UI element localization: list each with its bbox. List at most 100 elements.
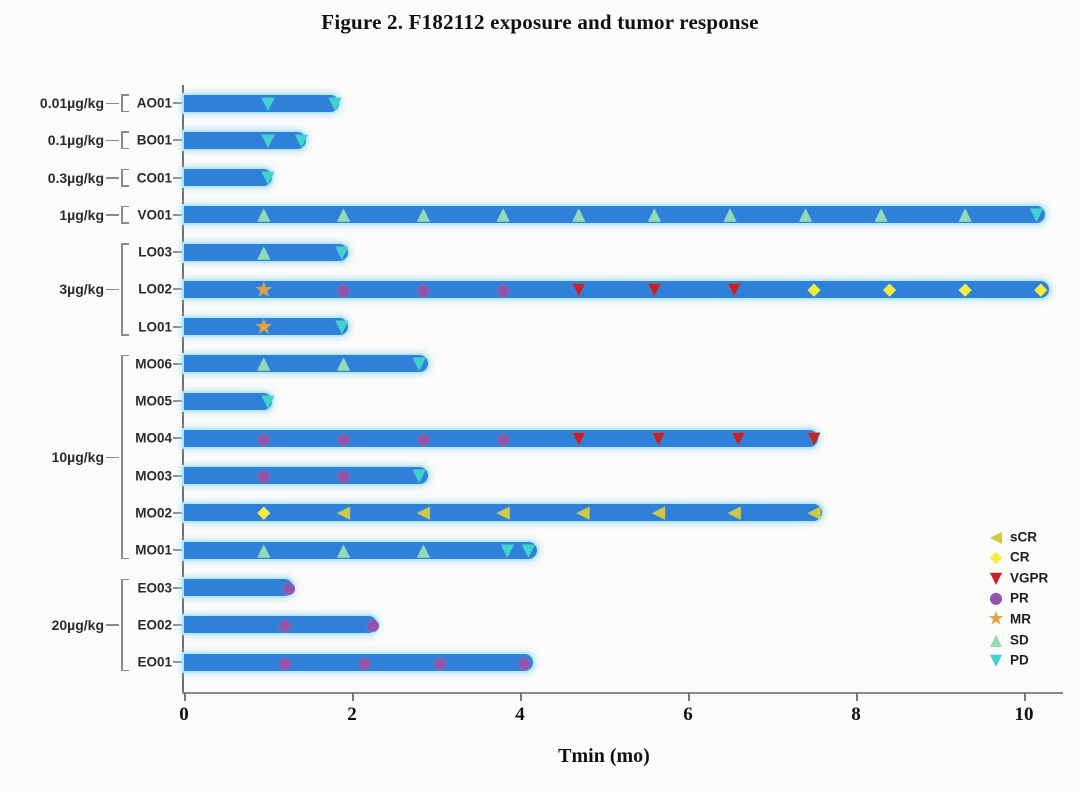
legend-scr-marker-icon: ◀	[989, 526, 1003, 546]
swimmer-bar-vo01	[184, 206, 1045, 224]
legend-cr-marker-icon: ◆	[989, 547, 1003, 567]
x-axis-tick-label: 8	[851, 704, 861, 725]
dose-bracket-arm-bottom	[121, 669, 129, 672]
x-axis-tick	[184, 692, 186, 701]
row-axis-tick	[173, 325, 182, 328]
dose-label-3gkg: 3µg/kg	[59, 281, 104, 298]
x-axis-tick	[688, 692, 690, 701]
x-axis-line	[182, 692, 1063, 694]
swimmer-bar-bo01	[184, 131, 306, 149]
dose-bracket	[121, 205, 123, 224]
dose-bracket-arm-top	[121, 578, 129, 580]
x-axis-tick-label: 2	[347, 704, 357, 725]
x-axis-tick	[1024, 692, 1026, 701]
legend-entry-mr: ★ MR	[987, 608, 1076, 629]
row-axis-tick	[173, 549, 182, 552]
row-axis-tick	[173, 661, 182, 664]
dose-bracket	[121, 168, 123, 187]
dose-bracket-dash	[106, 456, 119, 459]
dose-label-03gkg: 0.3µg/kg	[47, 169, 104, 186]
swimmer-bar-co01	[184, 169, 273, 187]
swimmer-bar-mo03	[184, 467, 428, 485]
legend-pd-marker-icon: ▼	[989, 650, 1003, 670]
row-axis-tick	[173, 474, 182, 477]
patient-label-eo03: EO03	[137, 580, 172, 595]
legend-label-vgpr: VGPR	[1010, 570, 1049, 586]
legend-label-pr: PR	[1010, 590, 1029, 606]
legend-label-pd: PD	[1010, 652, 1029, 668]
dose-bracket-arm-bottom	[121, 110, 129, 112]
row-axis-tick	[173, 400, 182, 403]
dose-bracket-dash	[106, 177, 119, 179]
dose-bracket-dash	[106, 624, 119, 626]
row-axis-tick	[173, 586, 182, 589]
legend-entry-vgpr: ▼ VGPR	[990, 567, 1076, 588]
patient-label-lo02: LO02	[138, 281, 172, 297]
dose-bracket-arm-bottom	[121, 147, 129, 150]
legend-label-scr: sCR	[1010, 529, 1038, 544]
patient-label-bo01: BO01	[136, 132, 172, 148]
swimmer-bar-ao01	[184, 94, 340, 112]
patient-label-ao01: AO01	[136, 95, 172, 111]
swimmer-bar-mo02	[184, 504, 823, 522]
swimmer-bar-eo02	[184, 616, 378, 634]
row-axis-tick	[173, 251, 182, 254]
dose-bracket	[121, 131, 123, 150]
dose-bracket-arm-bottom	[121, 222, 129, 224]
row-axis-tick	[173, 139, 182, 142]
legend-vgpr-marker-icon: ▼	[989, 567, 1003, 587]
dose-bracket-dash	[106, 288, 119, 291]
swimmer-bar-eo03	[184, 579, 294, 596]
dose-bracket-arm-top	[121, 168, 129, 171]
swimmer-bar-lo02	[184, 280, 1050, 298]
patient-label-vo01: VO01	[137, 207, 172, 223]
dose-bracket	[121, 243, 123, 336]
dose-bracket-arm-top	[121, 131, 129, 133]
dose-label-1gkg: 1µg/kg	[59, 206, 104, 223]
swimmer-bar-lo01	[184, 318, 348, 336]
dose-label-001gkg: 0.01µg/kg	[39, 95, 104, 111]
x-axis-tick-label: 10	[1014, 704, 1034, 725]
legend-pr-marker-icon: ●	[989, 588, 1003, 608]
legend-entry-pr: ● PR	[989, 588, 1076, 609]
row-axis-tick	[173, 511, 182, 514]
patient-label-mo04: MO04	[135, 430, 172, 446]
patient-label-mo06: MO06	[135, 356, 172, 372]
dose-bracket-dash	[106, 214, 119, 216]
legend-entry-pd: ▼ PD	[990, 650, 1076, 671]
legend-mr-marker-icon: ★	[987, 607, 1005, 630]
x-axis-tick-label: 4	[515, 704, 525, 725]
patient-label-lo03: LO03	[138, 244, 172, 260]
x-axis-label: Tmin (mo)	[558, 745, 650, 767]
patient-label-eo01: EO01	[137, 654, 172, 670]
patient-label-eo02: EO02	[137, 617, 172, 633]
patient-label-mo05: MO05	[135, 393, 172, 409]
swimmer-bar-mo05	[184, 392, 273, 410]
dose-bracket-arm-top	[121, 94, 129, 96]
legend-label-mr: MR	[1010, 611, 1031, 627]
dose-bracket-arm-top	[121, 243, 129, 245]
dose-bracket	[121, 94, 123, 112]
legend-label-cr: CR	[1010, 549, 1030, 565]
patient-label-lo01: LO01	[138, 319, 172, 335]
patient-label-co01: CO01	[136, 170, 172, 186]
legend-entry-cr: ◆ CR	[990, 547, 1076, 568]
x-axis-tick-label: 6	[683, 704, 693, 725]
dose-bracket-arm-bottom	[121, 557, 129, 560]
legend-sd-marker-icon: ▲	[989, 629, 1003, 649]
patient-label-mo03: MO03	[135, 468, 172, 484]
row-axis-tick	[173, 362, 182, 365]
y-axis-line	[182, 85, 184, 692]
dose-bracket-dash	[106, 139, 119, 142]
swimmer-bar-lo03	[184, 243, 348, 261]
row-axis-tick	[173, 437, 182, 440]
dose-label-20gkg: 20µg/kg	[51, 616, 104, 633]
dose-bracket-arm-top	[121, 354, 129, 357]
figure-title: Figure 2. F182112 exposure and tumor res…	[321, 10, 759, 34]
swimmer-bar-mo04	[184, 429, 819, 447]
legend-label-sd: SD	[1010, 632, 1029, 647]
patient-label-mo02: MO02	[135, 505, 172, 521]
dose-bracket	[121, 578, 123, 672]
row-axis-tick	[173, 213, 182, 216]
